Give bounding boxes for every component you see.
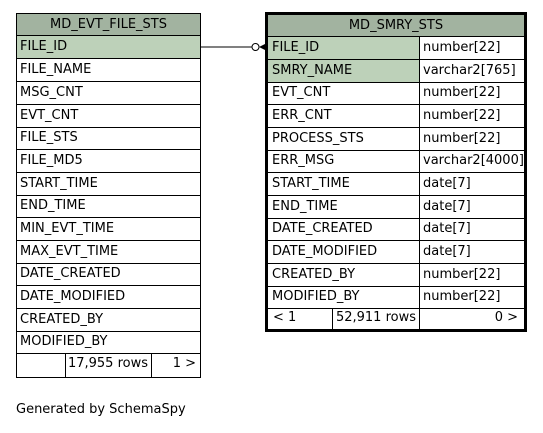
column-row[interactable]: END_TIME date[7] [268,196,524,219]
column-type: varchar2[4000] [423,153,524,168]
column-row[interactable]: DATE_CREATED date[7] [268,218,524,241]
row-count: 17,955 rows [65,353,152,377]
column-row[interactable]: FILE_STS [17,127,200,150]
column-name: EVT_CNT [268,82,420,104]
column-type: date[7] [423,244,471,259]
parents-cell [17,353,66,377]
column-type: date[7] [423,176,471,191]
column-name: MODIFIED_BY [20,334,108,349]
column-name: FILE_ID [20,39,68,54]
column-row[interactable]: FILE_NAME [17,59,200,82]
column-row[interactable]: ERR_MSG varchar2[4000] [268,150,524,173]
column-name: MIN_EVT_TIME [20,221,115,236]
column-row[interactable]: DATE_CREATED [17,263,200,286]
column-row[interactable]: CREATED_BY [17,309,200,332]
column-type: number[22] [423,289,501,304]
column-name: EVT_CNT [20,108,79,123]
column-name: DATE_CREATED [268,218,420,240]
children-link[interactable]: 0 > [494,310,518,325]
column-name: DATE_MODIFIED [268,241,420,263]
column-row[interactable]: DATE_MODIFIED date[7] [268,241,524,264]
column-name: CREATED_BY [20,312,104,327]
column-row[interactable]: PROCESS_STS number[22] [268,128,524,151]
column-type: number[22] [423,131,501,146]
column-name: MSG_CNT [20,85,83,100]
table-title[interactable]: MD_SMRY_STS [268,15,524,37]
table-footer: < 1 52,911 rows 0 > [268,309,524,329]
column-name: FILE_NAME [20,62,92,77]
column-row[interactable]: ERR_CNT number[22] [268,105,524,128]
generated-by-credit: Generated by SchemaSpy [16,402,186,417]
column-name: ERR_CNT [268,105,420,127]
column-type: number[22] [423,108,501,123]
column-row[interactable]: MAX_EVT_TIME [17,241,200,264]
column-row[interactable]: MSG_CNT [17,82,200,105]
column-row[interactable]: DATE_MODIFIED [17,286,200,309]
column-row[interactable]: END_TIME [17,195,200,218]
column-type: number[22] [423,40,501,55]
column-name: CREATED_BY [268,264,420,286]
column-type: number[22] [423,85,501,100]
column-type: varchar2[765] [423,63,516,78]
column-row[interactable]: MODIFIED_BY [17,331,200,354]
table-md-smry-sts[interactable]: MD_SMRY_STS FILE_ID number[22] SMRY_NAME… [265,12,527,332]
column-type: number[22] [423,267,501,282]
column-name: FILE_ID [268,37,420,59]
table-md-evt-file-sts[interactable]: MD_EVT_FILE_STS FILE_ID FILE_NAME MSG_CN… [16,13,201,378]
column-name: END_TIME [20,198,86,213]
parents-link[interactable]: < 1 [268,309,333,329]
column-name: MAX_EVT_TIME [20,244,119,259]
column-row[interactable]: START_TIME [17,173,200,196]
column-name: ERR_MSG [268,150,420,172]
column-name: DATE_MODIFIED [20,289,126,304]
column-row[interactable]: EVT_CNT [17,105,200,128]
column-row[interactable]: FILE_ID [17,36,200,59]
column-type: date[7] [423,221,471,236]
relationship-optional-circle [251,43,260,51]
column-row[interactable]: START_TIME date[7] [268,173,524,196]
column-row[interactable]: FILE_MD5 [17,150,200,173]
children-link[interactable]: 1 > [172,356,196,371]
column-row[interactable]: SMRY_NAME varchar2[765] [268,60,524,83]
column-name: START_TIME [268,173,420,195]
column-name: MODIFIED_BY [268,286,420,308]
column-type: date[7] [423,199,471,214]
column-row[interactable]: MODIFIED_BY number[22] [268,286,524,309]
row-count: 52,911 rows [333,309,420,329]
table-title[interactable]: MD_EVT_FILE_STS [17,14,200,36]
column-name: SMRY_NAME [268,60,420,82]
column-row[interactable]: CREATED_BY number[22] [268,264,524,287]
table-footer: 17,955 rows 1 > [17,353,200,377]
column-name: FILE_MD5 [20,153,83,168]
column-row[interactable]: FILE_ID number[22] [268,37,524,60]
column-name: DATE_CREATED [20,266,121,281]
column-row[interactable]: MIN_EVT_TIME [17,218,200,241]
column-name: START_TIME [20,176,98,191]
column-name: END_TIME [268,196,420,218]
column-row[interactable]: EVT_CNT number[22] [268,82,524,105]
column-name: FILE_STS [20,130,78,145]
column-name: PROCESS_STS [268,128,420,150]
